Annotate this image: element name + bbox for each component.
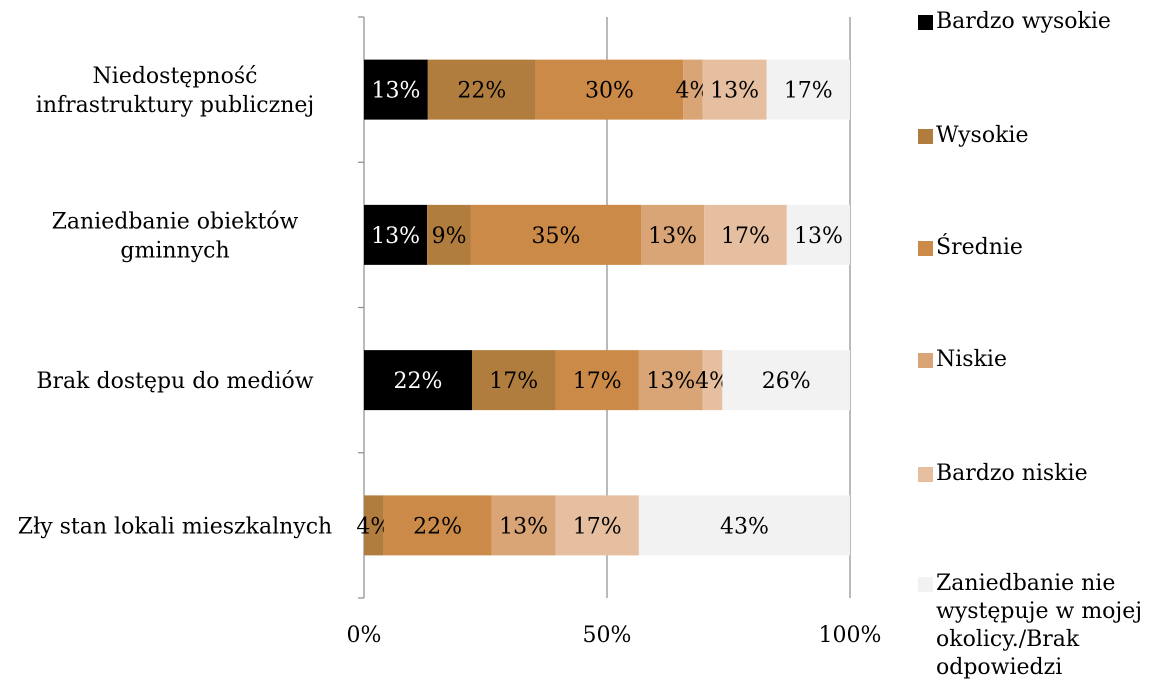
bar-segment-0-1	[427, 59, 536, 120]
legend-label-2: Średnie	[936, 235, 1023, 260]
data-label-1-2: 35%	[532, 224, 581, 249]
legend-label-1: Wysokie	[936, 123, 1029, 148]
bar-segment-2-1	[472, 350, 556, 411]
bar-segment-0-2	[535, 59, 684, 120]
legend-item-1: Wysokie	[918, 122, 1165, 150]
category-label-3: Zły stan lokali mieszkalnych	[18, 514, 332, 539]
data-label-0-2: 30%	[585, 79, 634, 104]
data-label-2-0: 22%	[394, 369, 443, 394]
bar-segment-2-3	[638, 350, 703, 411]
legend-swatch-1	[918, 129, 933, 144]
data-label-3-4: 17%	[573, 514, 622, 539]
x-tick-label-2: 100%	[819, 623, 882, 648]
bar-segment-1-0	[364, 204, 428, 265]
data-label-1-5: 13%	[794, 224, 843, 249]
data-label-0-4: 13%	[710, 79, 759, 104]
bar-segment-2-2	[555, 350, 639, 411]
data-label-0-5: 17%	[784, 79, 833, 104]
legend-swatch-0	[918, 15, 933, 30]
bar-segment-2-0	[364, 350, 472, 411]
data-label-2-5: 26%	[762, 369, 811, 394]
data-label-2-2: 17%	[573, 369, 622, 394]
bar-segment-1-2	[470, 204, 642, 265]
bar-segment-0-4	[702, 59, 767, 120]
bar-segment-1-5	[786, 204, 850, 265]
legend-swatch-5	[918, 577, 933, 592]
category-label-1: Zaniedbanie obiektów gminnych	[52, 209, 299, 263]
bar-segment-2-5	[722, 350, 850, 411]
legend-label-5: Zaniedbanie nie występuje w mojej okolicy.…	[936, 571, 1143, 680]
legend-swatch-3	[918, 353, 933, 368]
data-label-2-3: 13%	[646, 369, 695, 394]
category-label-2: Brak dostępu do mediów	[36, 369, 313, 394]
legend-item-5: Zaniedbanie nie występuje w mojej okolicy.…	[918, 570, 1165, 682]
legend-label-0: Bardzo wysokie	[936, 9, 1111, 34]
bar-segment-0-0	[364, 59, 428, 120]
bar-segment-1-1	[427, 204, 471, 265]
legend-swatch-2	[918, 241, 933, 256]
category-label-0: Niedostępność infrastruktury publicznej	[36, 64, 314, 118]
x-tick-label-1: 50%	[583, 623, 632, 648]
data-label-3-2: 22%	[413, 514, 462, 539]
bar-segment-3-4	[555, 495, 639, 556]
bar-segment-1-4	[704, 204, 787, 265]
bar-segment-3-1	[364, 495, 384, 556]
legend-swatch-4	[918, 467, 933, 482]
bar-segment-3-3	[491, 495, 556, 556]
bar-segment-0-5	[766, 59, 850, 120]
bar-segment-1-3	[641, 204, 705, 265]
data-label-2-1: 17%	[489, 369, 538, 394]
bar-segment-3-5	[638, 495, 850, 556]
x-tick-label-0: 0%	[347, 623, 382, 648]
legend: Bardzo wysokie Wysokie Średnie Niskie Bardzo…	[918, 0, 1165, 693]
data-label-3-3: 13%	[499, 514, 548, 539]
legend-label-3: Niskie	[936, 347, 1007, 372]
bar-segment-0-3	[683, 59, 703, 120]
data-label-3-5: 43%	[720, 514, 769, 539]
data-label-1-1: 9%	[432, 224, 467, 249]
data-label-0-1: 22%	[457, 79, 506, 104]
bar-segment-2-4	[702, 350, 723, 411]
data-label-1-4: 17%	[721, 224, 770, 249]
legend-item-3: Niskie	[918, 346, 1165, 374]
data-label-0-0: 13%	[371, 79, 420, 104]
legend-item-2: Średnie	[918, 234, 1165, 262]
data-label-1-0: 13%	[371, 224, 420, 249]
data-label-1-3: 13%	[648, 224, 697, 249]
legend-item-0: Bardzo wysokie	[918, 8, 1165, 36]
legend-item-4: Bardzo niskie	[918, 460, 1165, 488]
legend-label-4: Bardzo niskie	[936, 461, 1088, 486]
bar-segment-3-2	[383, 495, 492, 556]
